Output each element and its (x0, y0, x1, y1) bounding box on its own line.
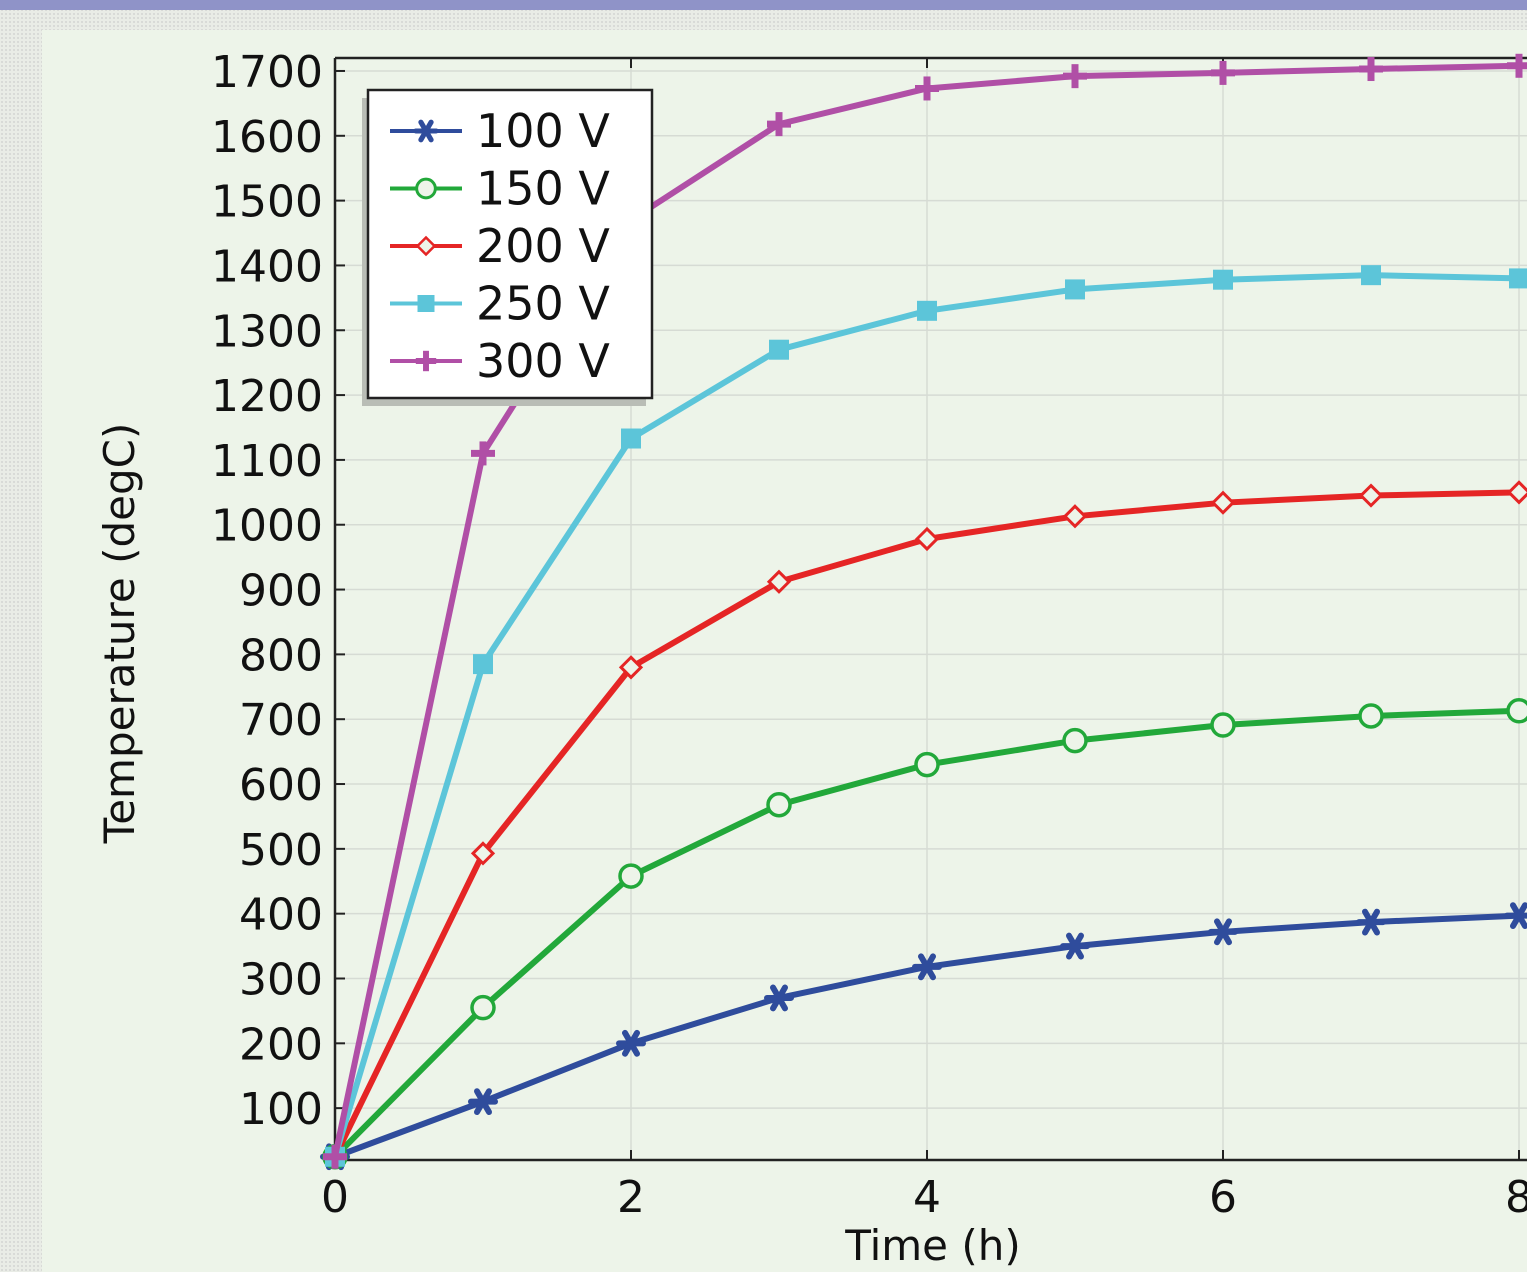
data-point-300-v-5 (1063, 64, 1087, 89)
y-axis-title: Temperature (degC) (95, 423, 144, 845)
legend-label-150-v: 150 V (476, 162, 610, 216)
data-point-300-v-7 (1359, 57, 1383, 82)
chart-panel: Temperature (degC) Time (h) 100 200 300 400… (42, 30, 1527, 1272)
data-point-100-v-4 (912, 953, 942, 981)
y-tick-label-900: 900 (239, 566, 323, 617)
data-point-250-v-6 (1213, 269, 1233, 290)
y-tick-label-1400: 1400 (211, 241, 323, 292)
data-point-200-v-8 (1506, 480, 1527, 505)
x-tick-label-2: 2 (617, 1172, 645, 1223)
legend-marker-100-v (413, 119, 439, 143)
data-point-250-v-2 (621, 428, 641, 449)
data-point-300-v-3 (767, 112, 791, 137)
data-point-200-v-1 (470, 841, 496, 866)
data-point-150-v-2 (618, 863, 644, 889)
y-tick-label-700: 700 (239, 695, 323, 746)
data-point-250-v-4 (917, 300, 937, 321)
data-point-300-v-8 (1507, 53, 1527, 78)
y-tick-label-1100: 1100 (211, 436, 323, 487)
legend-marker-250-v (417, 295, 435, 312)
data-point-200-v-6 (1210, 490, 1236, 515)
data-point-200-v-7 (1358, 483, 1384, 508)
legend-marker-200-v (415, 235, 437, 257)
data-point-200-v-3 (766, 569, 792, 594)
y-tick-label-800: 800 (239, 630, 323, 681)
x-tick-label-0: 0 (321, 1172, 349, 1223)
series-200-v (322, 480, 1527, 1169)
data-point-150-v-6 (1210, 712, 1236, 738)
series-100-v (320, 902, 1527, 1171)
data-point-250-v-8 (1509, 268, 1527, 289)
data-point-100-v-5 (1060, 932, 1090, 960)
data-point-100-v-6 (1208, 918, 1238, 946)
data-point-150-v-8 (1506, 698, 1527, 724)
legend-marker-300-v (415, 350, 437, 372)
data-point-100-v-1 (468, 1088, 498, 1116)
top-bar (0, 0, 1527, 10)
data-point-150-v-3 (766, 792, 792, 818)
data-point-300-v-6 (1211, 60, 1235, 85)
data-point-200-v-4 (914, 526, 940, 552)
data-point-300-v-0 (323, 1144, 347, 1169)
data-point-300-v-1 (471, 441, 495, 466)
x-tick-label-6: 6 (1209, 1172, 1237, 1223)
data-point-200-v-2 (618, 655, 644, 680)
y-tick-label-1200: 1200 (211, 371, 323, 422)
legend-label-100-v: 100 V (476, 104, 610, 158)
data-point-150-v-5 (1062, 727, 1088, 754)
y-tick-label-600: 600 (239, 760, 323, 811)
x-axis-title: Time (h) (844, 1221, 1021, 1270)
y-tick-label-1700: 1700 (211, 47, 323, 98)
y-tick-label-100: 100 (239, 1084, 323, 1135)
data-point-150-v-7 (1358, 703, 1384, 729)
y-tick-label-200: 200 (239, 1019, 323, 1070)
data-point-300-v-4 (915, 76, 939, 101)
data-point-250-v-7 (1361, 265, 1381, 286)
y-tick-label-1300: 1300 (211, 306, 323, 357)
y-tick-label-500: 500 (239, 825, 323, 876)
series-250-v (325, 265, 1527, 1167)
y-tick-label-1500: 1500 (211, 177, 323, 228)
data-point-100-v-8 (1504, 902, 1527, 930)
legend-label-250-v: 250 V (476, 277, 610, 331)
data-point-100-v-3 (764, 984, 794, 1012)
legend-marker-150-v (415, 177, 437, 200)
x-tick-label-4: 4 (913, 1172, 941, 1223)
data-point-100-v-7 (1356, 908, 1386, 936)
x-tick-label-8: 8 (1505, 1172, 1527, 1223)
data-point-250-v-5 (1065, 279, 1085, 300)
y-tick-label-1600: 1600 (211, 112, 323, 163)
data-point-150-v-4 (914, 751, 940, 778)
grid (334, 58, 1527, 1160)
legend-label-300-v: 300 V (476, 334, 610, 388)
legend-label-200-v: 200 V (476, 219, 610, 273)
temperature-line-chart: Temperature (degC) Time (h) 100 200 300 400… (95, 47, 1527, 1270)
data-point-100-v-2 (616, 1029, 646, 1057)
data-point-150-v-1 (470, 994, 496, 1021)
y-tick-label-300: 300 (239, 954, 323, 1005)
y-tick-label-400: 400 (239, 890, 323, 941)
data-point-200-v-5 (1062, 504, 1088, 529)
data-point-250-v-3 (769, 339, 789, 360)
y-tick-label-1000: 1000 (211, 501, 323, 552)
data-point-250-v-1 (473, 654, 493, 675)
